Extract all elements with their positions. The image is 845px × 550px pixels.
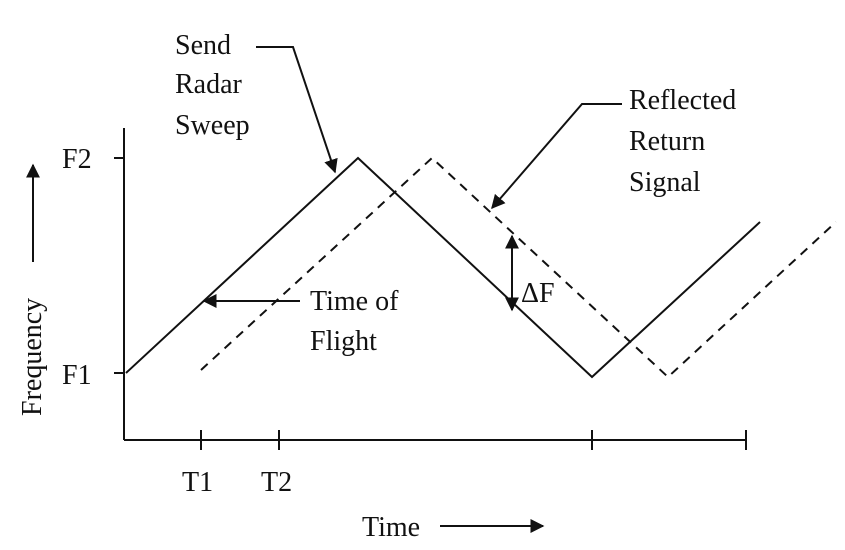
y-label-f1: F1	[62, 360, 92, 391]
send-sweep-label-line3: Sweep	[175, 110, 250, 141]
reflected-label-line1: Reflected	[629, 85, 736, 116]
send-sweep-label-line2: Radar	[175, 69, 243, 100]
time-of-flight-label-line1: Time of	[310, 286, 399, 317]
y-axis-title: Frequency	[17, 298, 48, 416]
time-of-flight-label-line2: Flight	[310, 326, 377, 357]
x-label-t2: T2	[261, 467, 292, 498]
reflected-signal-pointer	[492, 104, 622, 208]
reflected-label-line2: Return	[629, 126, 705, 157]
send-sweep-label-line1: Send	[175, 30, 231, 61]
x-label-t1: T1	[182, 467, 213, 498]
y-label-f2: F2	[62, 144, 92, 175]
x-axis-title: Time	[362, 512, 420, 543]
reflected-signal-line	[201, 158, 836, 377]
delta-f-label: ΔF	[521, 278, 555, 309]
reflected-label-line3: Signal	[629, 167, 701, 198]
send-sweep-pointer	[256, 47, 335, 172]
